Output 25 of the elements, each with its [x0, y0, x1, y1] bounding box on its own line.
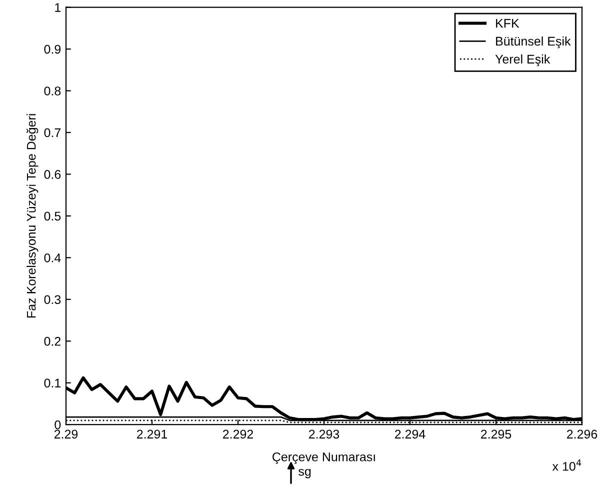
y-tick-label: 0.3 [44, 295, 61, 304]
x-tick-label: 2.295 [480, 430, 512, 439]
y-tick-label: 0.6 [44, 170, 61, 179]
y-tick-label: 0.8 [44, 86, 61, 96]
legend-label: Bütünsel Eşik [496, 36, 571, 48]
x-axis-title: Çerçeve Numarası [272, 452, 375, 464]
y-tick-label: 0.2 [44, 336, 61, 346]
y-tick-label: 0.5 [44, 212, 61, 221]
x-tick-label: 2.293 [308, 430, 340, 439]
text: sg [298, 468, 311, 478]
x-tick-label: 2.296 [566, 430, 598, 439]
x-tick-label: 2.291 [136, 430, 168, 439]
x-tick-label: 2.294 [394, 430, 426, 439]
y-tick-label: 0 [54, 420, 61, 430]
y-tick-label: 0.4 [44, 253, 61, 262]
legend-label: Yerel Eşik [495, 54, 550, 66]
y-axis-title: Faz Korelasyonu Yüzeyi Tepe Değeri [26, 114, 38, 318]
legend-label: KFK [496, 19, 520, 28]
y-tick-label: 0.7 [44, 128, 61, 138]
x-tick-label: 2.292 [222, 430, 254, 439]
x-tick-label: 2.29 [54, 430, 78, 439]
y-tick-label: 1 [55, 3, 61, 12]
y-tick-label: 0.9 [44, 44, 61, 54]
y-tick-label: 0.1 [44, 378, 61, 388]
text: x 10$^{4}$ [552, 460, 582, 471]
